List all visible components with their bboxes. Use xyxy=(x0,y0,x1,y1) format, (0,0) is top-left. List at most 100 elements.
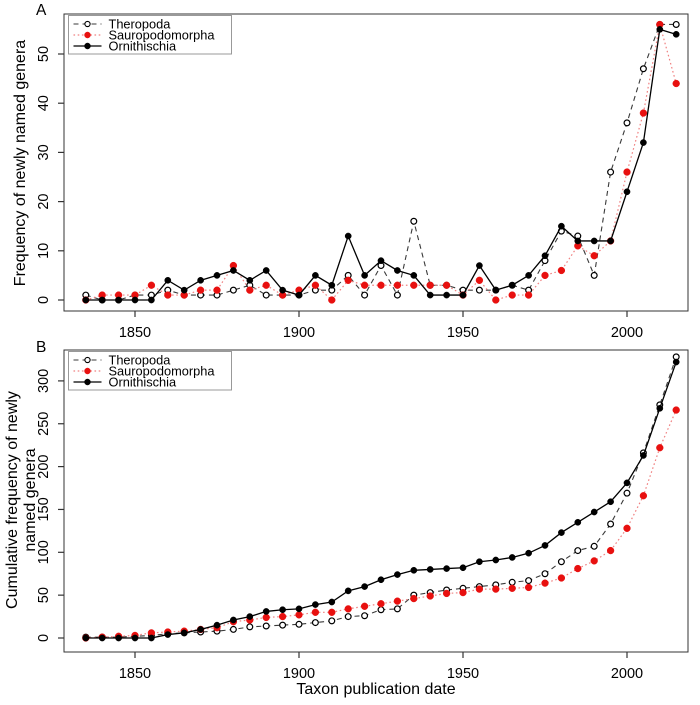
panel-b-point-theropoda-1985 xyxy=(574,547,582,555)
panel-a-point-sauropodomorpha-1885 xyxy=(246,286,254,294)
panel-b-legend-label-theropoda: Theropoda xyxy=(109,353,172,368)
panel-a-point-ornithischia-1950 xyxy=(459,291,467,299)
panel-a-point-ornithischia-1850 xyxy=(131,296,139,304)
panel-b-legend-marker-theropoda xyxy=(84,356,91,364)
panel-b-point-ornithischia-1855 xyxy=(148,634,155,642)
panel-a-point-sauropodomorpha-1955 xyxy=(475,276,484,284)
panel-a-legend-marker-ornithischia xyxy=(84,42,91,50)
panel-b-legend-marker-sauropodomorpha xyxy=(84,367,91,375)
panel-b-point-sauropodomorpha-1910 xyxy=(328,608,336,616)
panel-b-point-sauropodomorpha-1925 xyxy=(377,600,385,608)
panel-a-point-sauropodomorpha-1905 xyxy=(311,281,320,289)
panel-a-x-tick-label: 1950 xyxy=(447,325,479,341)
panel-a-point-ornithischia-1980 xyxy=(558,222,565,230)
panel-a-point-ornithischia-1860 xyxy=(164,276,172,284)
panel-b-x-tick-label: 1950 xyxy=(447,666,479,682)
panel-b-y-axis-title-line1: Cumulative frequency of newly xyxy=(4,391,21,609)
panel-b-point-theropoda-1895 xyxy=(279,621,287,629)
panel-a-legend-marker-theropoda xyxy=(84,20,91,28)
panel-a-point-ornithischia-1885 xyxy=(246,276,254,284)
panel-a-point-sauropodomorpha-1965 xyxy=(508,291,516,299)
panel-a-y-tick-label: 50 xyxy=(36,46,52,62)
panel-b-point-theropoda-1890 xyxy=(262,622,270,630)
panel-a-point-sauropodomorpha-2015 xyxy=(672,79,680,88)
panel-a-point-ornithischia-2010 xyxy=(656,26,664,33)
panel-b-point-ornithischia-1885 xyxy=(246,613,254,620)
panel-b-point-ornithischia-1950 xyxy=(459,564,467,572)
panel-a-point-theropoda-2000 xyxy=(623,119,631,127)
panel-b-point-theropoda-1900 xyxy=(295,620,303,628)
panel-b-point-sauropodomorpha-1930 xyxy=(393,597,402,605)
panel-b-point-ornithischia-1945 xyxy=(443,565,450,572)
panel-a-point-theropoda-1995 xyxy=(607,168,615,176)
panel-b-point-ornithischia-2010 xyxy=(656,404,664,412)
panel-a-point-ornithischia-1955 xyxy=(476,262,483,269)
panel-b-point-ornithischia-1905 xyxy=(312,601,319,608)
panel-a-point-ornithischia-2005 xyxy=(640,139,647,146)
panel-b-point-ornithischia-1860 xyxy=(164,631,172,638)
panel-a-label: A xyxy=(36,2,47,19)
panel-a-point-sauropodomorpha-1870 xyxy=(196,286,205,294)
panel-b-point-sauropodomorpha-2005 xyxy=(639,492,648,500)
panel-b-point-ornithischia-2015 xyxy=(672,358,680,366)
panel-b-point-theropoda-1915 xyxy=(344,613,352,621)
panel-b-point-ornithischia-1880 xyxy=(230,616,237,624)
x-axis-title: Taxon publication date xyxy=(296,681,456,698)
panel-b-point-ornithischia-1895 xyxy=(279,606,286,614)
panel-b-point-theropoda-1975 xyxy=(541,570,549,578)
panel-b-point-sauropodomorpha-2010 xyxy=(656,444,664,452)
panel-b-point-sauropodomorpha-1980 xyxy=(557,574,566,582)
panel-a-point-ornithischia-1835 xyxy=(82,296,90,304)
panel-b-series-theropoda-line xyxy=(85,356,677,638)
panel-a-point-theropoda-1955 xyxy=(475,286,483,294)
panel-a-legend-label-ornithischia: Ornithischia xyxy=(109,39,177,54)
panel-a-point-sauropodomorpha-1860 xyxy=(164,291,172,299)
panel-a-point-ornithischia-1990 xyxy=(590,237,598,245)
panel-b-point-ornithischia-1900 xyxy=(295,605,303,613)
panel-b-point-ornithischia-1850 xyxy=(131,634,139,642)
panel-b-y-tick-label: 300 xyxy=(36,369,52,393)
panel-a-point-ornithischia-1870 xyxy=(197,276,204,284)
panel-b-point-ornithischia-1915 xyxy=(344,587,352,595)
panel-b-point-sauropodomorpha-1945 xyxy=(442,589,451,598)
panel-b-point-sauropodomorpha-2015 xyxy=(672,406,680,414)
panel-b-legend-marker-ornithischia xyxy=(84,378,91,386)
panel-a-legend-marker-sauropodomorpha xyxy=(84,31,91,39)
panel-b-point-ornithischia-1975 xyxy=(541,542,549,549)
panel-a-point-sauropodomorpha-1875 xyxy=(213,286,221,294)
panel-b-point-sauropodomorpha-1890 xyxy=(262,613,270,622)
panel-a-x-tick-label: 1900 xyxy=(283,325,315,341)
panel-b-point-theropoda-2000 xyxy=(623,489,631,497)
panel-b-point-ornithischia-1980 xyxy=(558,529,565,536)
panel-a-plot-box xyxy=(63,13,689,312)
panel-b-point-ornithischia-1965 xyxy=(508,554,516,561)
panel-a-point-theropoda-1920 xyxy=(361,291,369,299)
panel-a-point-sauropodomorpha-1970 xyxy=(524,291,533,299)
panel-a-point-sauropodomorpha-1855 xyxy=(147,281,156,289)
panel-a-point-theropoda-2005 xyxy=(639,65,647,73)
panel-a-point-ornithischia-1900 xyxy=(295,291,303,299)
panel-a-point-theropoda-1990 xyxy=(590,271,598,279)
panel-b-y-tick-label: 50 xyxy=(36,587,52,603)
panel-b-point-ornithischia-1985 xyxy=(574,518,582,526)
panel-a-point-sauropodomorpha-1935 xyxy=(410,281,418,289)
panel-b-point-ornithischia-1875 xyxy=(213,621,221,629)
panel-b-point-sauropodomorpha-1920 xyxy=(360,602,369,610)
panel-b-point-theropoda-1995 xyxy=(607,520,615,528)
panel-b-point-ornithischia-1840 xyxy=(98,634,106,642)
panel-a-point-sauropodomorpha-1915 xyxy=(344,276,352,284)
panel-b-plot-box xyxy=(63,349,689,653)
panel-a-point-sauropodomorpha-1980 xyxy=(557,266,566,275)
panel-b-x-tick-label: 1900 xyxy=(283,666,315,682)
panel-a-point-ornithischia-1935 xyxy=(410,272,418,279)
panel-a-point-sauropodomorpha-2000 xyxy=(623,168,631,176)
panel-b-point-theropoda-1965 xyxy=(508,578,516,586)
panel-b-point-ornithischia-1845 xyxy=(115,634,122,642)
panel-b-point-sauropodomorpha-2000 xyxy=(623,524,631,532)
panel-b-legend-label-ornithischia: Ornithischia xyxy=(109,375,177,390)
panel-a-point-ornithischia-1880 xyxy=(230,267,237,274)
panel-a-point-ornithischia-1890 xyxy=(262,267,270,274)
panel-a-point-ornithischia-1840 xyxy=(98,296,106,304)
panel-a-y-tick-label: 0 xyxy=(36,296,52,304)
